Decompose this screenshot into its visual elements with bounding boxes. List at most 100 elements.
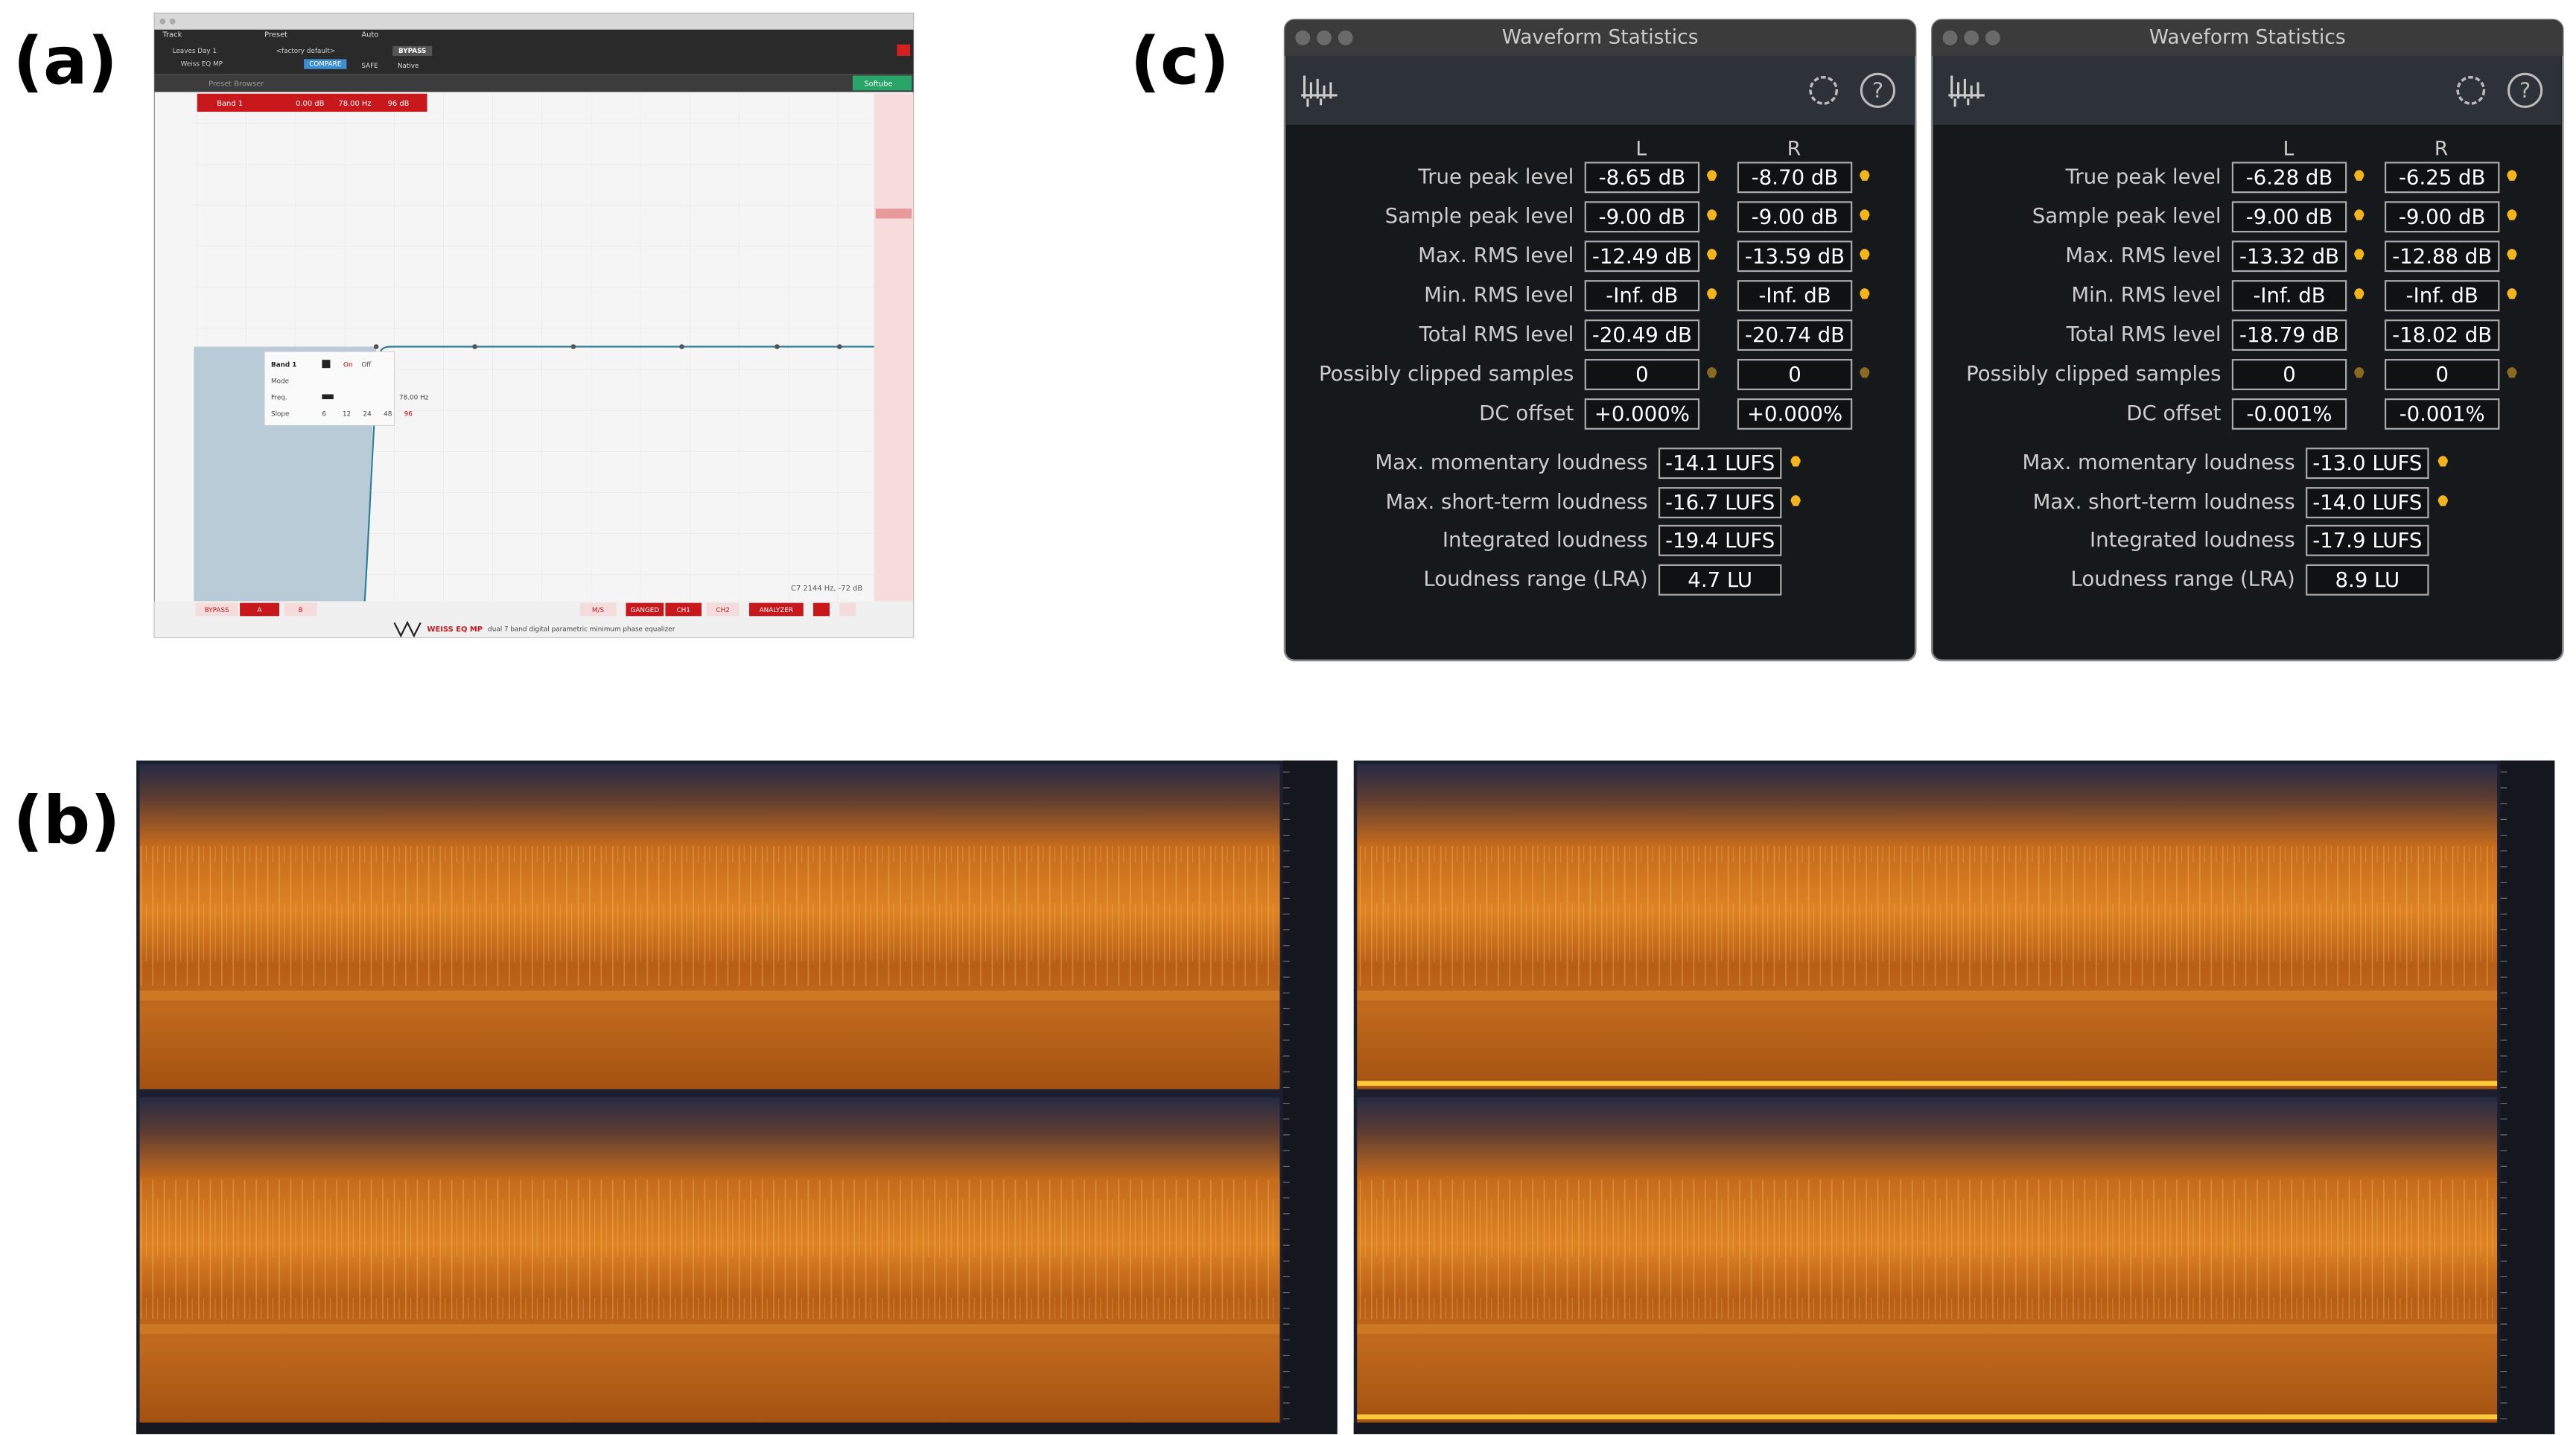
value-text: -13.32 dB [2239, 244, 2339, 268]
value-text: -18.79 dB [2239, 322, 2339, 347]
value-box [1658, 564, 1782, 596]
value-box [2231, 280, 2347, 312]
window-dot [1295, 30, 1311, 45]
help-glyph: ? [1872, 78, 1883, 104]
value-box [2385, 398, 2500, 430]
track-name: Leaves Day 1 [173, 48, 217, 55]
meter-strip [874, 93, 914, 603]
footer-label: ANALYZER [760, 607, 794, 614]
loudness-label: Max. short-term loudness [1385, 489, 1647, 514]
warning-icon [2437, 495, 2448, 506]
warning-icon [1707, 249, 1717, 260]
stats-window: Waveform Statistics? L R True peak level -6.… [1930, 19, 2564, 662]
value-text: -20.74 dB [1745, 322, 1845, 347]
loudness-label: Integrated loudness [1443, 527, 1648, 552]
value-text: 0 [2435, 362, 2449, 386]
compare-btn [304, 59, 347, 69]
bypass-btn [392, 45, 433, 57]
freq-scale [2500, 760, 2555, 1434]
value-text: -20.49 dB [1592, 322, 1692, 347]
row-label: DC offset [2126, 401, 2221, 425]
window-title: Waveform Statistics [1502, 25, 1699, 48]
row-label: Possibly clipped samples [1966, 361, 2221, 386]
value-text: -12.88 dB [2392, 244, 2492, 268]
warning-icon [1707, 170, 1717, 181]
value-box [2385, 319, 2500, 351]
value-box [1737, 280, 1853, 312]
row-label: Min. RMS level [2071, 282, 2221, 307]
value-box [1737, 241, 1853, 273]
value-text: -18.02 dB [2392, 322, 2492, 347]
value-box [2231, 359, 2347, 390]
value-text: -13.0 LUFS [2312, 451, 2422, 475]
value-box [1584, 162, 1700, 194]
browser-bar [154, 74, 914, 92]
loudness-label: Loudness range (LRA) [2071, 567, 2295, 591]
spectrogram-streaks [139, 846, 1280, 986]
compare-label: COMPARE [309, 61, 341, 69]
time-ruler [1353, 1422, 2501, 1434]
value-text: -6.25 dB [2399, 165, 2485, 189]
spectrogram-streaks [1357, 846, 2498, 986]
row-label: DC offset [1479, 401, 1574, 425]
settings-btn[interactable] [1809, 75, 1839, 105]
warning-icon [2354, 249, 2364, 260]
value-box [1658, 524, 1782, 556]
footer-btn [748, 602, 804, 617]
value-text: 0 [1788, 362, 1801, 386]
value-text: 0 [1635, 362, 1649, 386]
popup-mode: Mode [271, 378, 289, 385]
value-text: -9.00 dB [1752, 204, 1838, 229]
loudness-label: Integrated loudness [2090, 527, 2295, 552]
slope-option: 24 [363, 410, 372, 418]
warning-icon [2507, 367, 2517, 378]
help-glyph: ? [2519, 78, 2531, 104]
value-text: -9.00 dB [2246, 204, 2332, 229]
toolbar [1286, 56, 1914, 125]
footer-label: BYPASS [205, 607, 229, 614]
help-btn[interactable] [2507, 72, 2543, 108]
warning-icon [1860, 209, 1870, 220]
softube-label: Softube [864, 80, 892, 89]
warning-icon [1860, 170, 1870, 181]
window-dot [1942, 30, 1958, 45]
footer-btn [626, 602, 664, 617]
loudness-label: Loudness range (LRA) [1423, 567, 1647, 591]
meter-peak [875, 209, 912, 219]
preset-browser: Preset Browser [209, 80, 264, 89]
toolbar [1933, 56, 2562, 125]
warning-icon [2507, 170, 2517, 181]
title-bar [1285, 19, 1916, 57]
value-text: -Inf. dB [1758, 283, 1831, 308]
value-text: -9.00 dB [1599, 204, 1685, 229]
warning-icon [1707, 288, 1717, 299]
loudness-label: Max. short-term loudness [2033, 489, 2295, 514]
meter-icon [1301, 75, 1338, 107]
value-box [1584, 241, 1700, 273]
popup-slope-label: Slope [271, 410, 289, 418]
loudness-label: Max. momentary loudness [2023, 450, 2295, 474]
band-freq: 78.00 Hz [338, 100, 371, 108]
value-box [2231, 162, 2347, 194]
settings-btn[interactable] [2456, 75, 2486, 105]
row-label: Sample peak level [1385, 203, 1574, 228]
value-box [1584, 280, 1700, 312]
window-dot [169, 18, 176, 25]
column-header: L [1635, 137, 1647, 160]
value-box [1737, 398, 1853, 430]
window-dot [159, 18, 166, 25]
band-node [775, 344, 780, 349]
spectrogram-band [1357, 1324, 2498, 1334]
help-btn[interactable] [1860, 72, 1896, 108]
value-box [1737, 359, 1853, 390]
popup-on: On [343, 361, 353, 369]
toolbar [154, 29, 914, 74]
value-text: 0 [2283, 362, 2296, 386]
band-node [472, 344, 477, 349]
row-label: True peak level [1417, 164, 1574, 188]
warning-icon [2507, 288, 2517, 299]
footer-btn [579, 602, 617, 617]
footer-btn [706, 602, 740, 617]
warning-icon [1707, 209, 1717, 220]
native-label: Native [398, 63, 419, 70]
